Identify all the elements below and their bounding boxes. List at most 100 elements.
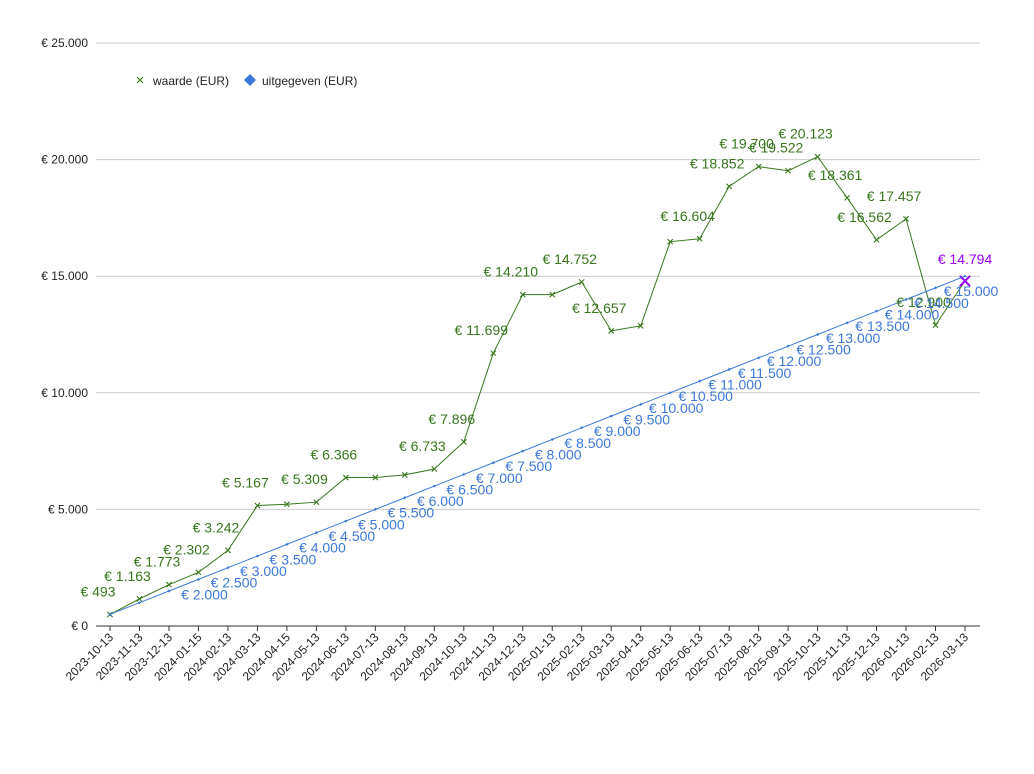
data-label: € 16.562: [837, 209, 892, 225]
data-point[interactable]: [226, 566, 230, 570]
data-point[interactable]: [845, 321, 849, 325]
data-point[interactable]: [285, 542, 289, 546]
data-point[interactable]: [785, 167, 792, 174]
data-label: € 18.361: [808, 167, 863, 183]
data-point[interactable]: [462, 472, 466, 477]
data-point[interactable]: [755, 163, 762, 170]
data-label: € 3.500: [270, 551, 317, 567]
data-label: € 14.794: [938, 251, 993, 267]
data-label: € 2.500: [211, 575, 258, 591]
data-label: € 14.752: [542, 251, 597, 267]
data-label: € 17.457: [867, 188, 922, 204]
legend-item-uitgegeven[interactable]: uitgegeven (EUR): [244, 74, 357, 88]
data-label: € 15.000: [944, 283, 999, 299]
data-point[interactable]: [521, 449, 525, 453]
data-label: € 11.699: [455, 322, 509, 338]
data-point[interactable]: [668, 391, 672, 395]
data-point[interactable]: [698, 379, 702, 383]
data-point[interactable]: [874, 309, 879, 313]
legend-item-waarde[interactable]: waarde (EUR): [136, 74, 229, 88]
data-point[interactable]: [844, 194, 851, 201]
data-label: € 14.210: [484, 264, 539, 280]
data-point[interactable]: [519, 291, 526, 298]
data-label: € 8.000: [535, 446, 582, 462]
data-point[interactable]: [137, 601, 142, 605]
data-point[interactable]: [490, 350, 497, 357]
data-point[interactable]: [963, 274, 967, 278]
data-point[interactable]: [932, 322, 939, 329]
data-point[interactable]: [667, 238, 674, 245]
legend-diamond-marker-icon: [244, 74, 256, 86]
data-point[interactable]: [696, 235, 703, 242]
data-label: € 12.900: [896, 294, 951, 310]
data-point[interactable]: [815, 332, 820, 337]
data-label: € 10.500: [678, 388, 733, 404]
data-point[interactable]: [460, 438, 467, 445]
series-layer: [107, 153, 971, 618]
data-label: € 5.500: [387, 505, 434, 521]
data-point[interactable]: [167, 589, 171, 593]
data-label: € 12.500: [796, 342, 851, 358]
data-point[interactable]: [814, 153, 821, 160]
data-label: € 8.500: [564, 435, 611, 451]
data-label: € 1.773: [134, 554, 181, 570]
data-point[interactable]: [108, 612, 112, 616]
data-point[interactable]: [431, 465, 438, 472]
y-tick-label: € 25.000: [41, 36, 88, 50]
data-label: € 13.000: [826, 330, 881, 346]
data-point[interactable]: [903, 215, 910, 222]
data-point[interactable]: [224, 547, 231, 554]
data-point[interactable]: [136, 595, 143, 602]
data-label: € 16.604: [660, 208, 715, 224]
data-point[interactable]: [727, 367, 731, 372]
data-point[interactable]: [933, 286, 938, 290]
data-label: € 13.500: [855, 318, 910, 334]
data-label: € 7.500: [505, 458, 552, 474]
data-point[interactable]: [549, 291, 556, 298]
data-point[interactable]: [726, 183, 733, 190]
data-point[interactable]: [373, 507, 377, 511]
data-point[interactable]: [757, 356, 761, 360]
data-point[interactable]: [314, 531, 318, 535]
data-point[interactable]: [786, 344, 790, 348]
series-line-waarde: [109, 156, 966, 615]
data-label: € 19.522: [749, 140, 804, 156]
data-point[interactable]: [283, 501, 290, 508]
data-label: € 9.500: [623, 411, 670, 427]
data-label: € 4.000: [299, 540, 346, 556]
data-point[interactable]: [580, 426, 584, 430]
data-point[interactable]: [637, 322, 644, 329]
data-point[interactable]: [403, 496, 407, 500]
data-label: € 10.000: [649, 400, 704, 416]
y-tick-label: € 0: [71, 619, 88, 633]
data-point[interactable]: [195, 569, 202, 576]
data-point[interactable]: [578, 278, 585, 285]
data-label: € 5.167: [222, 475, 269, 491]
data-point[interactable]: [491, 461, 495, 465]
data-label: € 3.242: [193, 519, 240, 535]
data-point[interactable]: [432, 484, 436, 488]
data-point[interactable]: [255, 554, 260, 558]
data-point[interactable]: [608, 327, 615, 334]
data-point[interactable]: [165, 581, 172, 588]
data-label: € 7.896: [428, 411, 475, 427]
data-point[interactable]: [609, 414, 613, 418]
data-label: € 14.500: [914, 295, 969, 311]
data-point[interactable]: [550, 437, 554, 442]
data-label: € 4.500: [329, 528, 376, 544]
data-point[interactable]: [344, 519, 348, 523]
legend-label-waarde: waarde (EUR): [152, 74, 229, 88]
data-point[interactable]: [873, 236, 880, 243]
data-point[interactable]: [254, 502, 261, 509]
data-label: € 11.500: [738, 365, 792, 381]
data-point[interactable]: [342, 474, 349, 481]
data-point[interactable]: [372, 474, 379, 481]
data-label: € 1.163: [104, 568, 151, 584]
data-point[interactable]: [313, 499, 320, 506]
grid-layer: [96, 42, 980, 627]
data-point[interactable]: [904, 297, 908, 302]
data-point[interactable]: [401, 471, 408, 478]
data-label: € 20.123: [778, 126, 833, 142]
data-point[interactable]: [196, 577, 201, 581]
data-point[interactable]: [639, 402, 643, 407]
